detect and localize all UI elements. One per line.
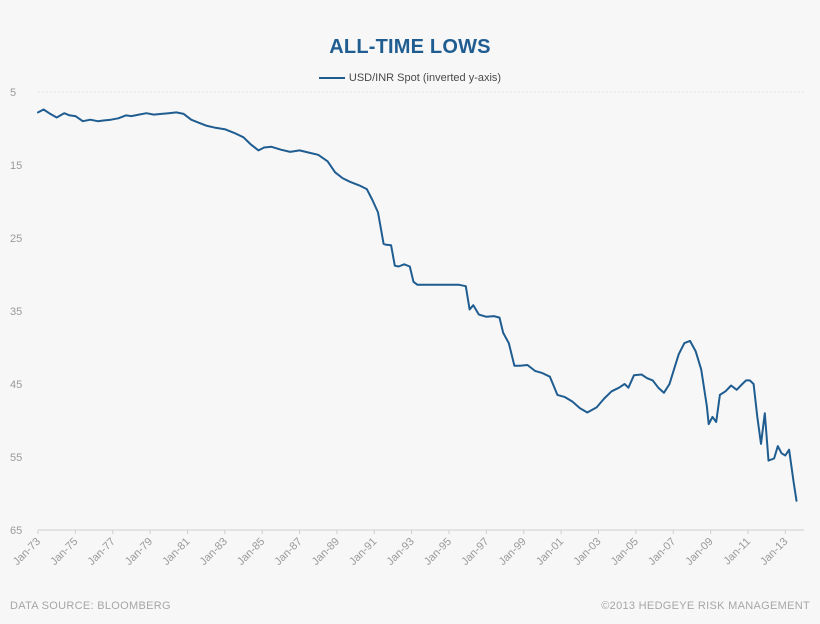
legend: USD/INR Spot (inverted y-axis) xyxy=(0,72,820,84)
x-axis-ticks: Jan-73 Jan-75 Jan-77 Jan-79 Jan-81 Jan-83 Jan-… xyxy=(11,530,790,568)
series-line-usd-inr xyxy=(37,108,798,502)
x-tick-label: Jan-91 xyxy=(347,536,379,568)
data-source-note: DATA SOURCE: BLOOMBERG xyxy=(10,600,171,612)
x-tick-label: Jan-07 xyxy=(646,536,678,568)
y-tick-label: 25 xyxy=(10,233,22,245)
y-tick-label: 35 xyxy=(10,306,22,318)
x-tick-label: Jan-99 xyxy=(497,536,529,568)
x-tick-label: Jan-79 xyxy=(123,536,155,568)
y-tick-label: 45 xyxy=(10,379,22,391)
x-tick-label: Jan-93 xyxy=(385,536,417,568)
x-tick-label: Jan-81 xyxy=(160,536,192,568)
x-tick-label: Jan-01 xyxy=(534,536,566,568)
x-tick-label: Jan-03 xyxy=(571,536,603,568)
x-tick-label: Jan-13 xyxy=(758,536,790,568)
x-tick-label: Jan-97 xyxy=(459,536,491,568)
x-tick-label: Jan-89 xyxy=(310,536,342,568)
x-tick-label: Jan-85 xyxy=(235,536,267,568)
copyright-note: ©2013 HEDGEYE RISK MANAGEMENT xyxy=(601,600,810,612)
x-tick-label: Jan-05 xyxy=(609,536,641,568)
y-tick-label: 15 xyxy=(10,160,22,172)
x-tick-label: Jan-87 xyxy=(272,536,304,568)
x-tick-label: Jan-83 xyxy=(198,536,230,568)
x-tick-label: Jan-77 xyxy=(86,536,118,568)
series-group xyxy=(37,108,798,502)
legend-label: USD/INR Spot (inverted y-axis) xyxy=(348,72,502,84)
x-tick-label: Jan-75 xyxy=(48,536,80,568)
x-tick-label: Jan-95 xyxy=(422,536,454,568)
chart-axes xyxy=(38,91,804,531)
y-tick-label: 5 xyxy=(10,87,16,99)
chart-title: ALL-TIME LOWS xyxy=(329,36,491,58)
y-tick-label: 55 xyxy=(10,452,22,464)
x-tick-label: Jan-11 xyxy=(721,536,753,568)
x-tick-label: Jan-09 xyxy=(683,536,715,568)
y-tick-label: 65 xyxy=(10,525,22,537)
y-axis-ticks: 5 15 25 35 45 55 65 xyxy=(10,87,22,537)
x-tick-label: Jan-73 xyxy=(11,536,43,568)
legend-swatch xyxy=(318,77,345,79)
